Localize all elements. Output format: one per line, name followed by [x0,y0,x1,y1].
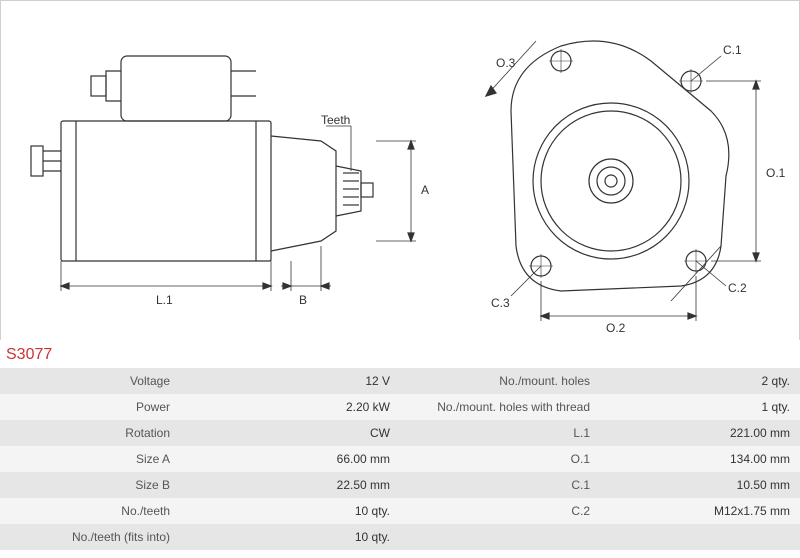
table-row: Size A 66.00 mm O.1 134.00 mm [0,446,800,472]
spec-value: 221.00 mm [600,420,800,446]
label-o2: O.2 [606,321,625,335]
drawing-svg [1,1,800,341]
spec-label: C.2 [400,498,600,524]
table-row: Rotation CW L.1 221.00 mm [0,420,800,446]
table-row: Size B 22.50 mm C.1 10.50 mm [0,472,800,498]
table-row: No./teeth 10 qty. C.2 M12x1.75 mm [0,498,800,524]
label-l1: L.1 [156,293,173,307]
part-number: S3077 [6,346,52,364]
spec-table-body: Voltage 12 V No./mount. holes 2 qty. Pow… [0,368,800,550]
spec-table: Voltage 12 V No./mount. holes 2 qty. Pow… [0,368,800,550]
spec-label: No./mount. holes [400,368,600,394]
spec-value: 10.50 mm [600,472,800,498]
spec-value: 2.20 kW [180,394,400,420]
technical-drawing: Teeth A B L.1 O.3 O.1 O.2 C.1 C.2 C.3 [0,0,800,340]
label-o1: O.1 [766,166,785,180]
spec-label: Size B [0,472,180,498]
spec-label: O.1 [400,446,600,472]
label-teeth: Teeth [321,113,350,127]
spec-value: 134.00 mm [600,446,800,472]
spec-value: 10 qty. [180,498,400,524]
spec-label: Rotation [0,420,180,446]
spec-value: 12 V [180,368,400,394]
spec-value: 2 qty. [600,368,800,394]
table-row: No./teeth (fits into) 10 qty. [0,524,800,550]
spec-label: No./mount. holes with thread [400,394,600,420]
spec-value: 10 qty. [180,524,400,550]
spec-value: CW [180,420,400,446]
table-row: Power 2.20 kW No./mount. holes with thre… [0,394,800,420]
label-o3: O.3 [496,56,515,70]
spec-label: Power [0,394,180,420]
spec-label: Size A [0,446,180,472]
spec-value: 22.50 mm [180,472,400,498]
label-a: A [421,183,429,197]
spec-label [400,524,600,550]
table-row: Voltage 12 V No./mount. holes 2 qty. [0,368,800,394]
label-b: B [299,293,307,307]
label-c2: C.2 [728,281,747,295]
spec-label: L.1 [400,420,600,446]
spec-value [600,524,800,550]
spec-value: 1 qty. [600,394,800,420]
spec-label: No./teeth [0,498,180,524]
spec-label: C.1 [400,472,600,498]
label-c1: C.1 [723,43,742,57]
label-c3: C.3 [491,296,510,310]
spec-value: 66.00 mm [180,446,400,472]
spec-label: No./teeth (fits into) [0,524,180,550]
spec-value: M12x1.75 mm [600,498,800,524]
spec-label: Voltage [0,368,180,394]
